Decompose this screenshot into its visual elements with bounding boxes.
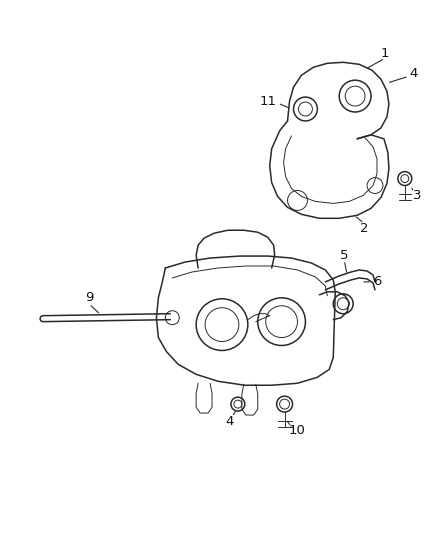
Text: 10: 10 — [289, 424, 306, 438]
Text: 4: 4 — [226, 415, 234, 427]
Text: 11: 11 — [259, 94, 276, 108]
Text: 4: 4 — [410, 67, 418, 80]
Text: 5: 5 — [340, 248, 349, 262]
Text: 6: 6 — [373, 276, 381, 288]
Text: 9: 9 — [85, 292, 93, 304]
Text: 3: 3 — [413, 189, 421, 202]
Text: 2: 2 — [360, 222, 368, 235]
Text: 1: 1 — [381, 47, 389, 60]
